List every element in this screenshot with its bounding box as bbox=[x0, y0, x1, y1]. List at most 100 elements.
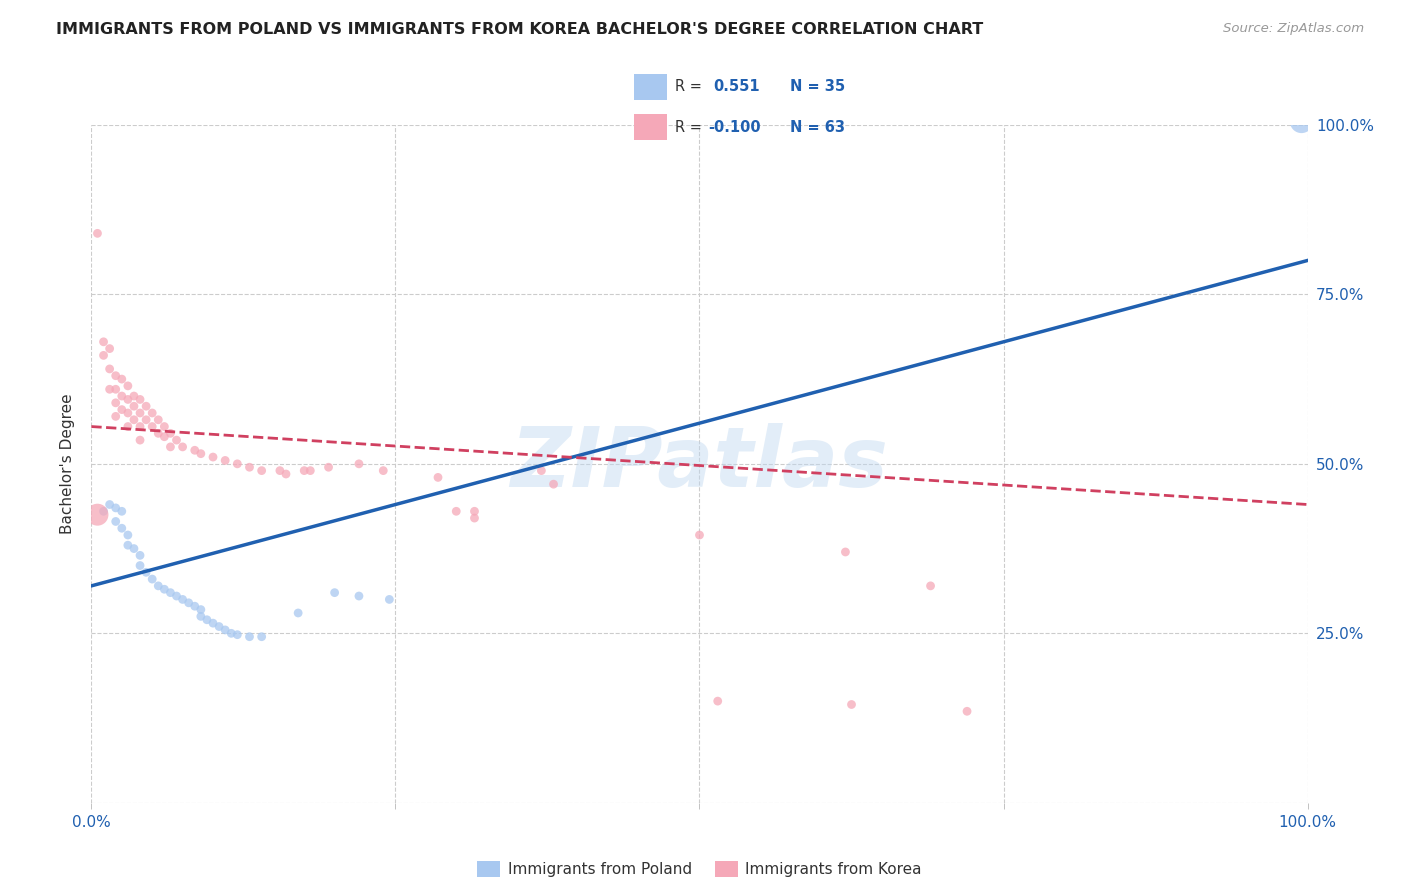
Point bbox=[135, 413, 157, 427]
Point bbox=[688, 528, 710, 542]
Point bbox=[153, 430, 176, 444]
Point bbox=[1291, 114, 1313, 128]
Point bbox=[920, 579, 942, 593]
Point bbox=[463, 504, 485, 518]
Point bbox=[214, 623, 236, 637]
Point bbox=[129, 419, 152, 434]
Point bbox=[202, 450, 225, 464]
Point bbox=[159, 440, 181, 454]
Point bbox=[172, 440, 194, 454]
Point bbox=[292, 464, 315, 478]
Point bbox=[122, 399, 145, 413]
Point bbox=[117, 379, 139, 393]
Point bbox=[347, 457, 370, 471]
Point bbox=[159, 585, 181, 599]
Point bbox=[111, 402, 134, 417]
Point bbox=[117, 528, 139, 542]
Point bbox=[141, 406, 163, 420]
Point bbox=[135, 566, 157, 580]
Point bbox=[166, 589, 188, 603]
Point bbox=[129, 549, 152, 563]
Bar bbox=[634, 74, 666, 101]
Point bbox=[166, 433, 188, 447]
Point bbox=[250, 464, 273, 478]
Point bbox=[111, 372, 134, 386]
Point bbox=[190, 602, 212, 616]
Point bbox=[93, 348, 115, 362]
Point bbox=[274, 467, 297, 481]
Point bbox=[238, 630, 260, 644]
Point bbox=[86, 508, 108, 522]
Point bbox=[98, 342, 121, 356]
Point bbox=[238, 460, 260, 475]
Point bbox=[299, 464, 322, 478]
Point bbox=[202, 616, 225, 631]
Point bbox=[427, 470, 450, 484]
Point bbox=[148, 426, 170, 441]
Point bbox=[378, 592, 401, 607]
Point bbox=[93, 334, 115, 349]
Point bbox=[141, 419, 163, 434]
Point bbox=[117, 392, 139, 407]
Point bbox=[129, 558, 152, 573]
Point bbox=[111, 504, 134, 518]
Point bbox=[184, 599, 207, 614]
Point bbox=[287, 606, 309, 620]
Point bbox=[323, 585, 346, 599]
Point bbox=[141, 572, 163, 586]
Point bbox=[148, 579, 170, 593]
Point bbox=[214, 453, 236, 467]
Point bbox=[104, 368, 127, 383]
Point bbox=[250, 630, 273, 644]
Point bbox=[184, 443, 207, 458]
Point bbox=[104, 515, 127, 529]
Point bbox=[208, 619, 231, 633]
Point bbox=[530, 464, 553, 478]
Point bbox=[153, 419, 176, 434]
Text: N = 35: N = 35 bbox=[790, 79, 845, 95]
Point bbox=[98, 498, 121, 512]
Point bbox=[706, 694, 728, 708]
Text: R =: R = bbox=[675, 120, 702, 135]
Point bbox=[117, 419, 139, 434]
Point bbox=[135, 399, 157, 413]
Point bbox=[373, 464, 395, 478]
Point bbox=[219, 626, 242, 640]
Point bbox=[111, 389, 134, 403]
Point bbox=[129, 392, 152, 407]
Text: R =: R = bbox=[675, 79, 702, 95]
Point bbox=[956, 704, 979, 718]
Point bbox=[841, 698, 863, 712]
Point bbox=[111, 521, 134, 535]
Point bbox=[122, 541, 145, 556]
Point bbox=[834, 545, 856, 559]
Point bbox=[122, 413, 145, 427]
Text: N = 63: N = 63 bbox=[790, 120, 845, 135]
Point bbox=[177, 596, 200, 610]
Point bbox=[122, 389, 145, 403]
Text: Source: ZipAtlas.com: Source: ZipAtlas.com bbox=[1223, 22, 1364, 36]
Text: -0.100: -0.100 bbox=[709, 120, 761, 135]
Point bbox=[172, 592, 194, 607]
Bar bbox=[634, 114, 666, 140]
Point bbox=[226, 628, 249, 642]
Point bbox=[98, 362, 121, 376]
Point bbox=[153, 582, 176, 597]
Point bbox=[104, 382, 127, 396]
Point bbox=[190, 447, 212, 461]
Point bbox=[347, 589, 370, 603]
Point bbox=[117, 406, 139, 420]
Y-axis label: Bachelor's Degree: Bachelor's Degree bbox=[60, 393, 76, 534]
Point bbox=[195, 613, 218, 627]
Text: ZIPatlas: ZIPatlas bbox=[510, 424, 889, 504]
Point bbox=[104, 396, 127, 410]
Point bbox=[269, 464, 291, 478]
Point bbox=[98, 382, 121, 396]
Point bbox=[104, 500, 127, 515]
Point bbox=[463, 511, 485, 525]
Point bbox=[129, 433, 152, 447]
Point bbox=[148, 413, 170, 427]
Point bbox=[226, 457, 249, 471]
Point bbox=[444, 504, 467, 518]
Legend: Immigrants from Poland, Immigrants from Korea: Immigrants from Poland, Immigrants from … bbox=[471, 855, 928, 883]
